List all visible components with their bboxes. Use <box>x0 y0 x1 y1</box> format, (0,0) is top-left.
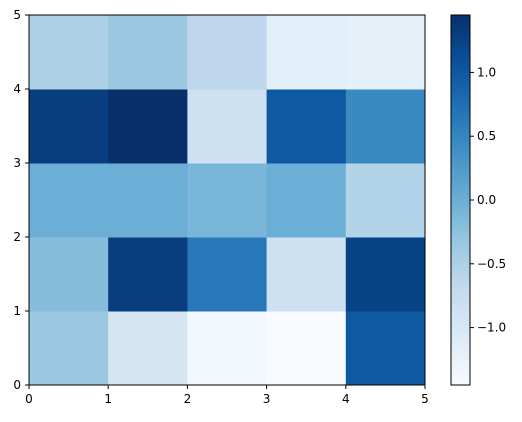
y-tick-label: 4 <box>13 82 21 96</box>
heatmap-cell <box>29 237 109 312</box>
colorbar: −1.0 −0.5 0.0 0.5 1.0 <box>450 14 506 386</box>
heatmap-cell <box>266 237 347 312</box>
heatmap-cell <box>29 311 109 386</box>
heatmap-cell <box>29 163 109 238</box>
colorbar-tick-label: 1.0 <box>477 65 496 79</box>
heatmap-cell <box>266 89 347 164</box>
heatmap-cell <box>187 237 268 312</box>
x-axis: 0 1 2 3 4 5 <box>25 385 429 406</box>
y-tick-label: 0 <box>13 378 21 392</box>
colorbar-tick-label: −1.0 <box>477 321 506 335</box>
heatmap-cell <box>266 311 347 386</box>
heatmap-cell <box>345 311 426 386</box>
heatmap-cell <box>345 237 426 312</box>
x-tick-label: 3 <box>263 392 271 406</box>
heatmap-cell <box>108 311 188 386</box>
heatmap-cell <box>187 311 268 386</box>
x-tick-label: 5 <box>421 392 429 406</box>
colorbar-tick-label: −0.5 <box>477 257 506 271</box>
x-tick-label: 0 <box>25 392 33 406</box>
heatmap-cell <box>266 15 347 90</box>
heatmap-cell <box>345 15 426 90</box>
heatmap-cell <box>108 163 188 238</box>
y-tick-label: 2 <box>13 230 21 244</box>
heatmap-cell <box>108 15 188 90</box>
heatmap-cell <box>345 163 426 238</box>
heatmap-cell <box>29 15 109 90</box>
heatmap-cell <box>108 237 188 312</box>
heatmap-cell <box>187 15 268 90</box>
heatmap-cell <box>29 89 109 164</box>
x-tick-label: 4 <box>342 392 350 406</box>
heatmap-cell <box>266 163 347 238</box>
colorbar-gradient <box>450 14 471 386</box>
heatmap-cells <box>29 15 426 386</box>
y-tick-label: 3 <box>13 156 21 170</box>
heatmap-cell <box>345 89 426 164</box>
heatmap-cell <box>108 89 188 164</box>
colorbar-tick-label: 0.5 <box>477 129 496 143</box>
colorbar-tick-label: 0.0 <box>477 193 496 207</box>
plot-frame <box>28 14 426 386</box>
heatmap-cell <box>187 89 268 164</box>
y-tick-label: 5 <box>13 8 21 22</box>
heatmap-cell <box>187 163 268 238</box>
y-axis: 0 1 2 3 4 5 <box>13 8 29 392</box>
x-tick-label: 1 <box>104 392 112 406</box>
x-tick-label: 2 <box>184 392 192 406</box>
y-tick-label: 1 <box>13 304 21 318</box>
